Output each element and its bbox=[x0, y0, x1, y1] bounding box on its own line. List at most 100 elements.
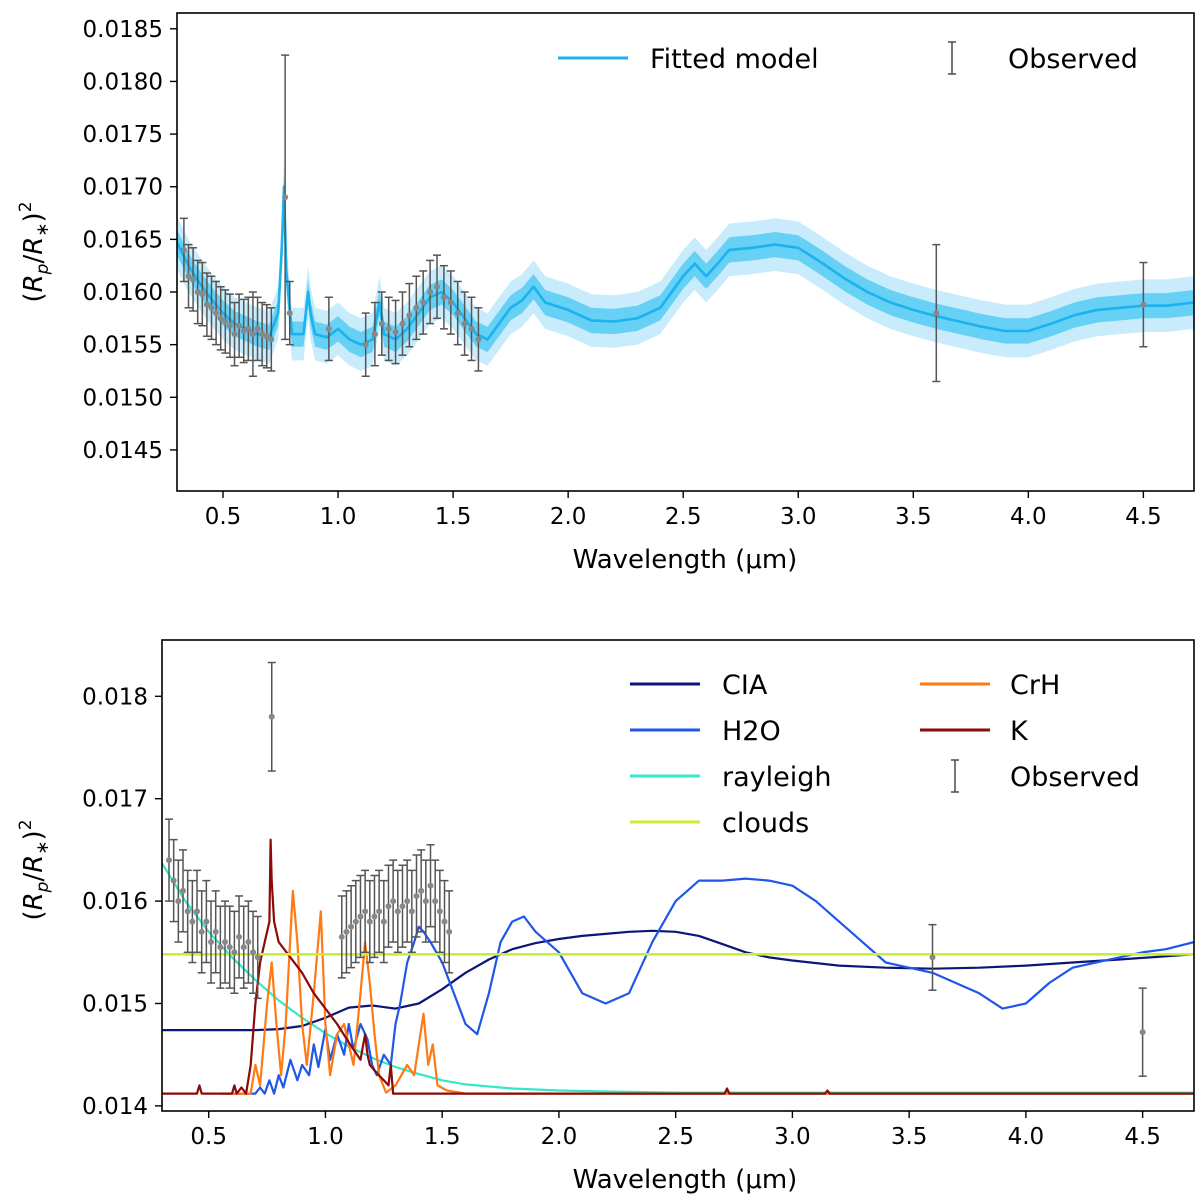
bottom-y-tick-label: 0.017 bbox=[82, 787, 148, 813]
top-observed-point bbox=[384, 296, 393, 362]
top-observed-point bbox=[225, 293, 234, 359]
top-observed-point bbox=[433, 254, 442, 320]
bottom-observed-point bbox=[216, 905, 225, 989]
top-y-tick-label: 0.0155 bbox=[83, 333, 163, 359]
bottom-observed-point bbox=[403, 859, 412, 943]
bottom-observed-point bbox=[183, 869, 192, 954]
bottom-observed-point bbox=[193, 869, 202, 954]
legend-k-label: K bbox=[1010, 716, 1029, 747]
top-observed-point bbox=[324, 296, 333, 362]
bottom-observed-point bbox=[197, 890, 206, 974]
bottom-observed-point bbox=[211, 890, 220, 974]
top-observed-point bbox=[377, 291, 386, 356]
top-observed-point bbox=[412, 275, 421, 341]
bottom-x-tick-label: 4.5 bbox=[1124, 1124, 1161, 1150]
bottom-x-axis-label: Wavelength (μm) bbox=[573, 1165, 798, 1195]
top-y-tick-label: 0.0165 bbox=[83, 227, 163, 253]
top-observed-point bbox=[230, 301, 239, 367]
bottom-observed-point bbox=[337, 895, 346, 979]
top-x-tick-label: 3.5 bbox=[895, 504, 932, 530]
top-y-tick-label: 0.0170 bbox=[83, 175, 163, 201]
bottom-x-tick-label: 0.5 bbox=[190, 1124, 227, 1150]
top-x-tick-label: 3.0 bbox=[780, 504, 817, 530]
legend-crh-label: CrH bbox=[1010, 670, 1060, 701]
bottom-observed-point bbox=[347, 884, 356, 969]
top-observed-point bbox=[281, 54, 290, 341]
bottom-observed-point bbox=[342, 890, 351, 974]
bottom-observed-point bbox=[445, 890, 454, 974]
top-x-tick-label: 1.5 bbox=[435, 504, 472, 530]
bottom-observed-point bbox=[375, 869, 384, 954]
bottom-observed-point bbox=[407, 869, 416, 954]
bottom-observed-point bbox=[379, 879, 388, 964]
legend-observed-swatch bbox=[948, 41, 956, 75]
bottom-y-tick-label: 0.015 bbox=[82, 991, 148, 1017]
bottom-x-tick-label: 2.5 bbox=[657, 1124, 694, 1150]
bottom-observed-point bbox=[207, 900, 216, 984]
bottom-observed-point bbox=[202, 879, 211, 964]
bottom-chart: 0.5 1.0 1.5 2.0 2.5 3.0 3.5 4.0 4.5 0.014 0.015 0.0… bbox=[16, 639, 1195, 1195]
bottom-observed-point bbox=[249, 910, 258, 994]
legend-h2o-label: H2O bbox=[722, 716, 781, 747]
top-observed-point bbox=[439, 264, 448, 330]
bottom-observed-point bbox=[244, 900, 253, 984]
top-chart: 0.5 1.0 1.5 2.0 2.5 3.0 3.5 4.0 4.5 0.0145 0.0150 0… bbox=[16, 12, 1195, 575]
bottom-observed-point bbox=[361, 869, 370, 954]
bottom-observed-point bbox=[393, 869, 402, 954]
bottom-observed-point bbox=[928, 923, 937, 991]
bottom-y-tick-label: 0.016 bbox=[82, 889, 148, 915]
legend-observed-label-bottom: Observed bbox=[1010, 762, 1140, 793]
bottom-observed-point bbox=[389, 859, 398, 943]
bottom-observed-point bbox=[417, 849, 426, 933]
top-observed-point bbox=[398, 291, 407, 356]
top-x-tick-label: 0.5 bbox=[205, 504, 242, 530]
top-observed-point bbox=[419, 270, 428, 335]
top-observed-point bbox=[253, 296, 262, 362]
bottom-x-tick-label: 1.5 bbox=[424, 1124, 461, 1150]
top-y-tick-label: 0.0145 bbox=[83, 438, 163, 464]
top-observed-point bbox=[258, 301, 267, 367]
legend-clouds-label: clouds bbox=[722, 808, 809, 839]
top-observed-point bbox=[453, 280, 462, 346]
bottom-observed-point bbox=[174, 859, 183, 943]
top-observed-point bbox=[932, 243, 941, 383]
bottom-observed-point bbox=[435, 869, 444, 954]
bottom-plot-frame bbox=[161, 639, 1195, 1112]
bottom-observed-point bbox=[365, 879, 374, 964]
bottom-observed-point bbox=[370, 874, 379, 959]
top-x-axis-label: Wavelength (μm) bbox=[573, 545, 798, 575]
top-observed-point bbox=[1139, 261, 1148, 348]
bottom-y-tick-label: 0.018 bbox=[82, 684, 148, 710]
series-k-line bbox=[162, 838, 1194, 1095]
bottom-observed-point bbox=[179, 849, 188, 933]
top-plot-frame bbox=[176, 12, 1195, 492]
top-observed-point bbox=[361, 312, 370, 377]
top-observed-point bbox=[244, 296, 253, 362]
top-y-tick-label: 0.0160 bbox=[83, 280, 163, 306]
bottom-observed-point bbox=[235, 895, 244, 979]
top-legend: Fitted model Observed bbox=[558, 41, 1138, 75]
bottom-observed-point bbox=[230, 910, 239, 994]
bottom-observed-point bbox=[426, 844, 435, 928]
top-observed-point bbox=[446, 270, 455, 335]
bottom-observed-point bbox=[188, 879, 197, 964]
bottom-observed-point bbox=[221, 900, 230, 984]
legend-observed-swatch-bottom bbox=[951, 759, 959, 793]
legend-observed-label: Observed bbox=[1008, 44, 1138, 75]
bottom-observed-point bbox=[431, 859, 440, 943]
bottom-observed-point bbox=[398, 864, 407, 948]
bottom-observed-point bbox=[412, 854, 421, 938]
bottom-observed-point bbox=[421, 859, 430, 943]
top-observed-point bbox=[267, 307, 276, 372]
legend-fitted-model-label: Fitted model bbox=[650, 44, 819, 75]
bottom-observed-point bbox=[225, 905, 234, 989]
top-observed-point bbox=[235, 293, 244, 359]
legend-rayleigh-label: rayleigh bbox=[722, 762, 832, 793]
top-y-tick-label: 0.0175 bbox=[83, 122, 163, 148]
top-x-tick-label: 2.5 bbox=[665, 504, 702, 530]
top-observed-point bbox=[426, 259, 435, 325]
top-observed-point bbox=[184, 243, 193, 309]
top-observed-point bbox=[285, 280, 294, 346]
top-observed-point bbox=[262, 303, 271, 369]
